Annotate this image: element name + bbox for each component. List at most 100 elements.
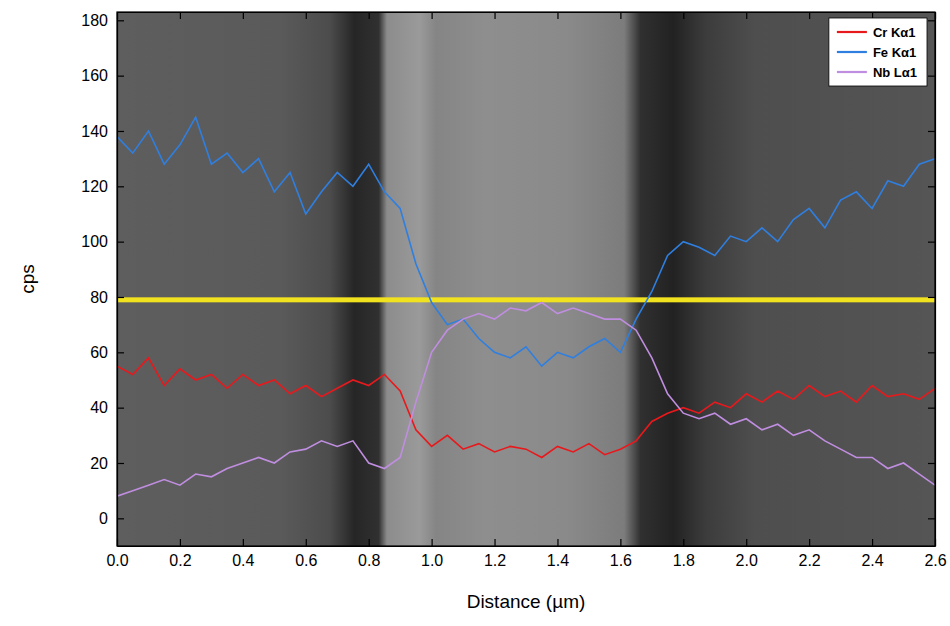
series-line [117, 303, 935, 497]
tick-mark [557, 12, 558, 19]
tick-mark [306, 539, 307, 546]
tick [495, 12, 496, 19]
legend-label: Nb Lα1 [873, 65, 917, 80]
tick-mark [117, 297, 124, 298]
series-line [117, 117, 935, 366]
tick-mark [117, 20, 124, 21]
tick-mark [928, 186, 935, 187]
tick-label: 1.4 [547, 552, 569, 569]
tick-mark [117, 131, 124, 132]
tick: 60 [90, 344, 124, 361]
y-axis-title: cps [17, 264, 38, 294]
tick-mark [809, 539, 810, 546]
tick: 160 [81, 67, 124, 84]
tick: 80 [90, 289, 124, 306]
tick: 2.0 [736, 539, 758, 569]
tick-mark [117, 352, 124, 353]
tick [928, 518, 935, 519]
tick-label: 0.8 [358, 552, 380, 569]
tick: 1.6 [610, 539, 632, 569]
tick: 180 [81, 12, 124, 29]
tick-mark [117, 463, 124, 464]
tick-label: 60 [90, 344, 108, 361]
tick-mark [369, 12, 370, 19]
lines [117, 117, 935, 496]
tick [306, 12, 307, 19]
tick-mark [117, 76, 124, 77]
tick-mark [746, 12, 747, 19]
tick [557, 12, 558, 19]
tick-mark [494, 539, 495, 546]
tick-mark [928, 242, 935, 243]
tick: 2.4 [861, 539, 883, 569]
tick [928, 76, 935, 77]
tick-mark [809, 12, 810, 19]
tick-mark [117, 186, 124, 187]
tick [928, 242, 935, 243]
tick [620, 12, 621, 19]
axis-line [118, 546, 936, 547]
tick-mark [872, 539, 873, 546]
tick: 0 [99, 510, 124, 527]
tick [928, 131, 935, 132]
tick-label: 40 [90, 399, 108, 416]
tick-label: 1.2 [484, 552, 506, 569]
tick: 0.6 [295, 539, 317, 569]
tick: 2.2 [799, 539, 821, 569]
tick [432, 12, 433, 19]
tick [928, 408, 935, 409]
tick [928, 352, 935, 353]
tick: 1.8 [673, 539, 695, 569]
tick: 0.8 [358, 539, 380, 569]
tick: 40 [90, 399, 124, 416]
tick-mark [928, 297, 935, 298]
tick-mark [928, 131, 935, 132]
legend-swatch [837, 71, 867, 73]
tick-mark [117, 408, 124, 409]
tick-label: 2.6 [924, 552, 946, 569]
tick: 1.4 [547, 539, 569, 569]
tick [243, 12, 244, 19]
tick-label: 0.6 [295, 552, 317, 569]
tick-label: 100 [81, 233, 108, 250]
tick-mark [620, 539, 621, 546]
tick-mark [243, 539, 244, 546]
legend: Cr Kα1Fe Kα1Nb Lα1 [829, 18, 927, 86]
tick-mark [928, 463, 935, 464]
tick: 100 [81, 233, 124, 250]
x-axis: 0.00.20.40.60.81.01.21.41.61.82.02.22.42… [106, 539, 946, 569]
legend-label: Cr Kα1 [873, 25, 916, 40]
tick: 0.2 [169, 539, 191, 569]
plot-frame [117, 12, 935, 546]
tick-mark [369, 539, 370, 546]
plot: 0.00.20.40.60.81.01.21.41.61.82.02.22.42… [81, 12, 946, 569]
tick-mark [928, 352, 935, 353]
tick [746, 12, 747, 19]
tick: 140 [81, 123, 124, 140]
scan-line [117, 297, 935, 302]
tick-label: 1.8 [673, 552, 695, 569]
tick-label: 160 [81, 67, 108, 84]
tick [683, 12, 684, 19]
tick-mark [432, 12, 433, 19]
tick-mark [928, 20, 935, 21]
tick-mark [683, 12, 684, 19]
series-line [117, 358, 935, 458]
axis-line [117, 13, 118, 547]
tick [369, 12, 370, 19]
tick-label: 0.4 [232, 552, 254, 569]
tick [928, 186, 935, 187]
legend-swatch [837, 31, 867, 33]
tick-label: 140 [81, 123, 108, 140]
tick-mark [928, 408, 935, 409]
tick-label: 0 [99, 510, 108, 527]
tick [180, 12, 181, 19]
tick-mark [620, 12, 621, 19]
tick-label: 2.0 [736, 552, 758, 569]
tick: 1.2 [484, 539, 506, 569]
tick-mark [683, 539, 684, 546]
tick-mark [746, 539, 747, 546]
y-axis-right [928, 13, 936, 547]
x-axis-title: Distance (µm) [467, 591, 586, 612]
tick-mark [557, 539, 558, 546]
